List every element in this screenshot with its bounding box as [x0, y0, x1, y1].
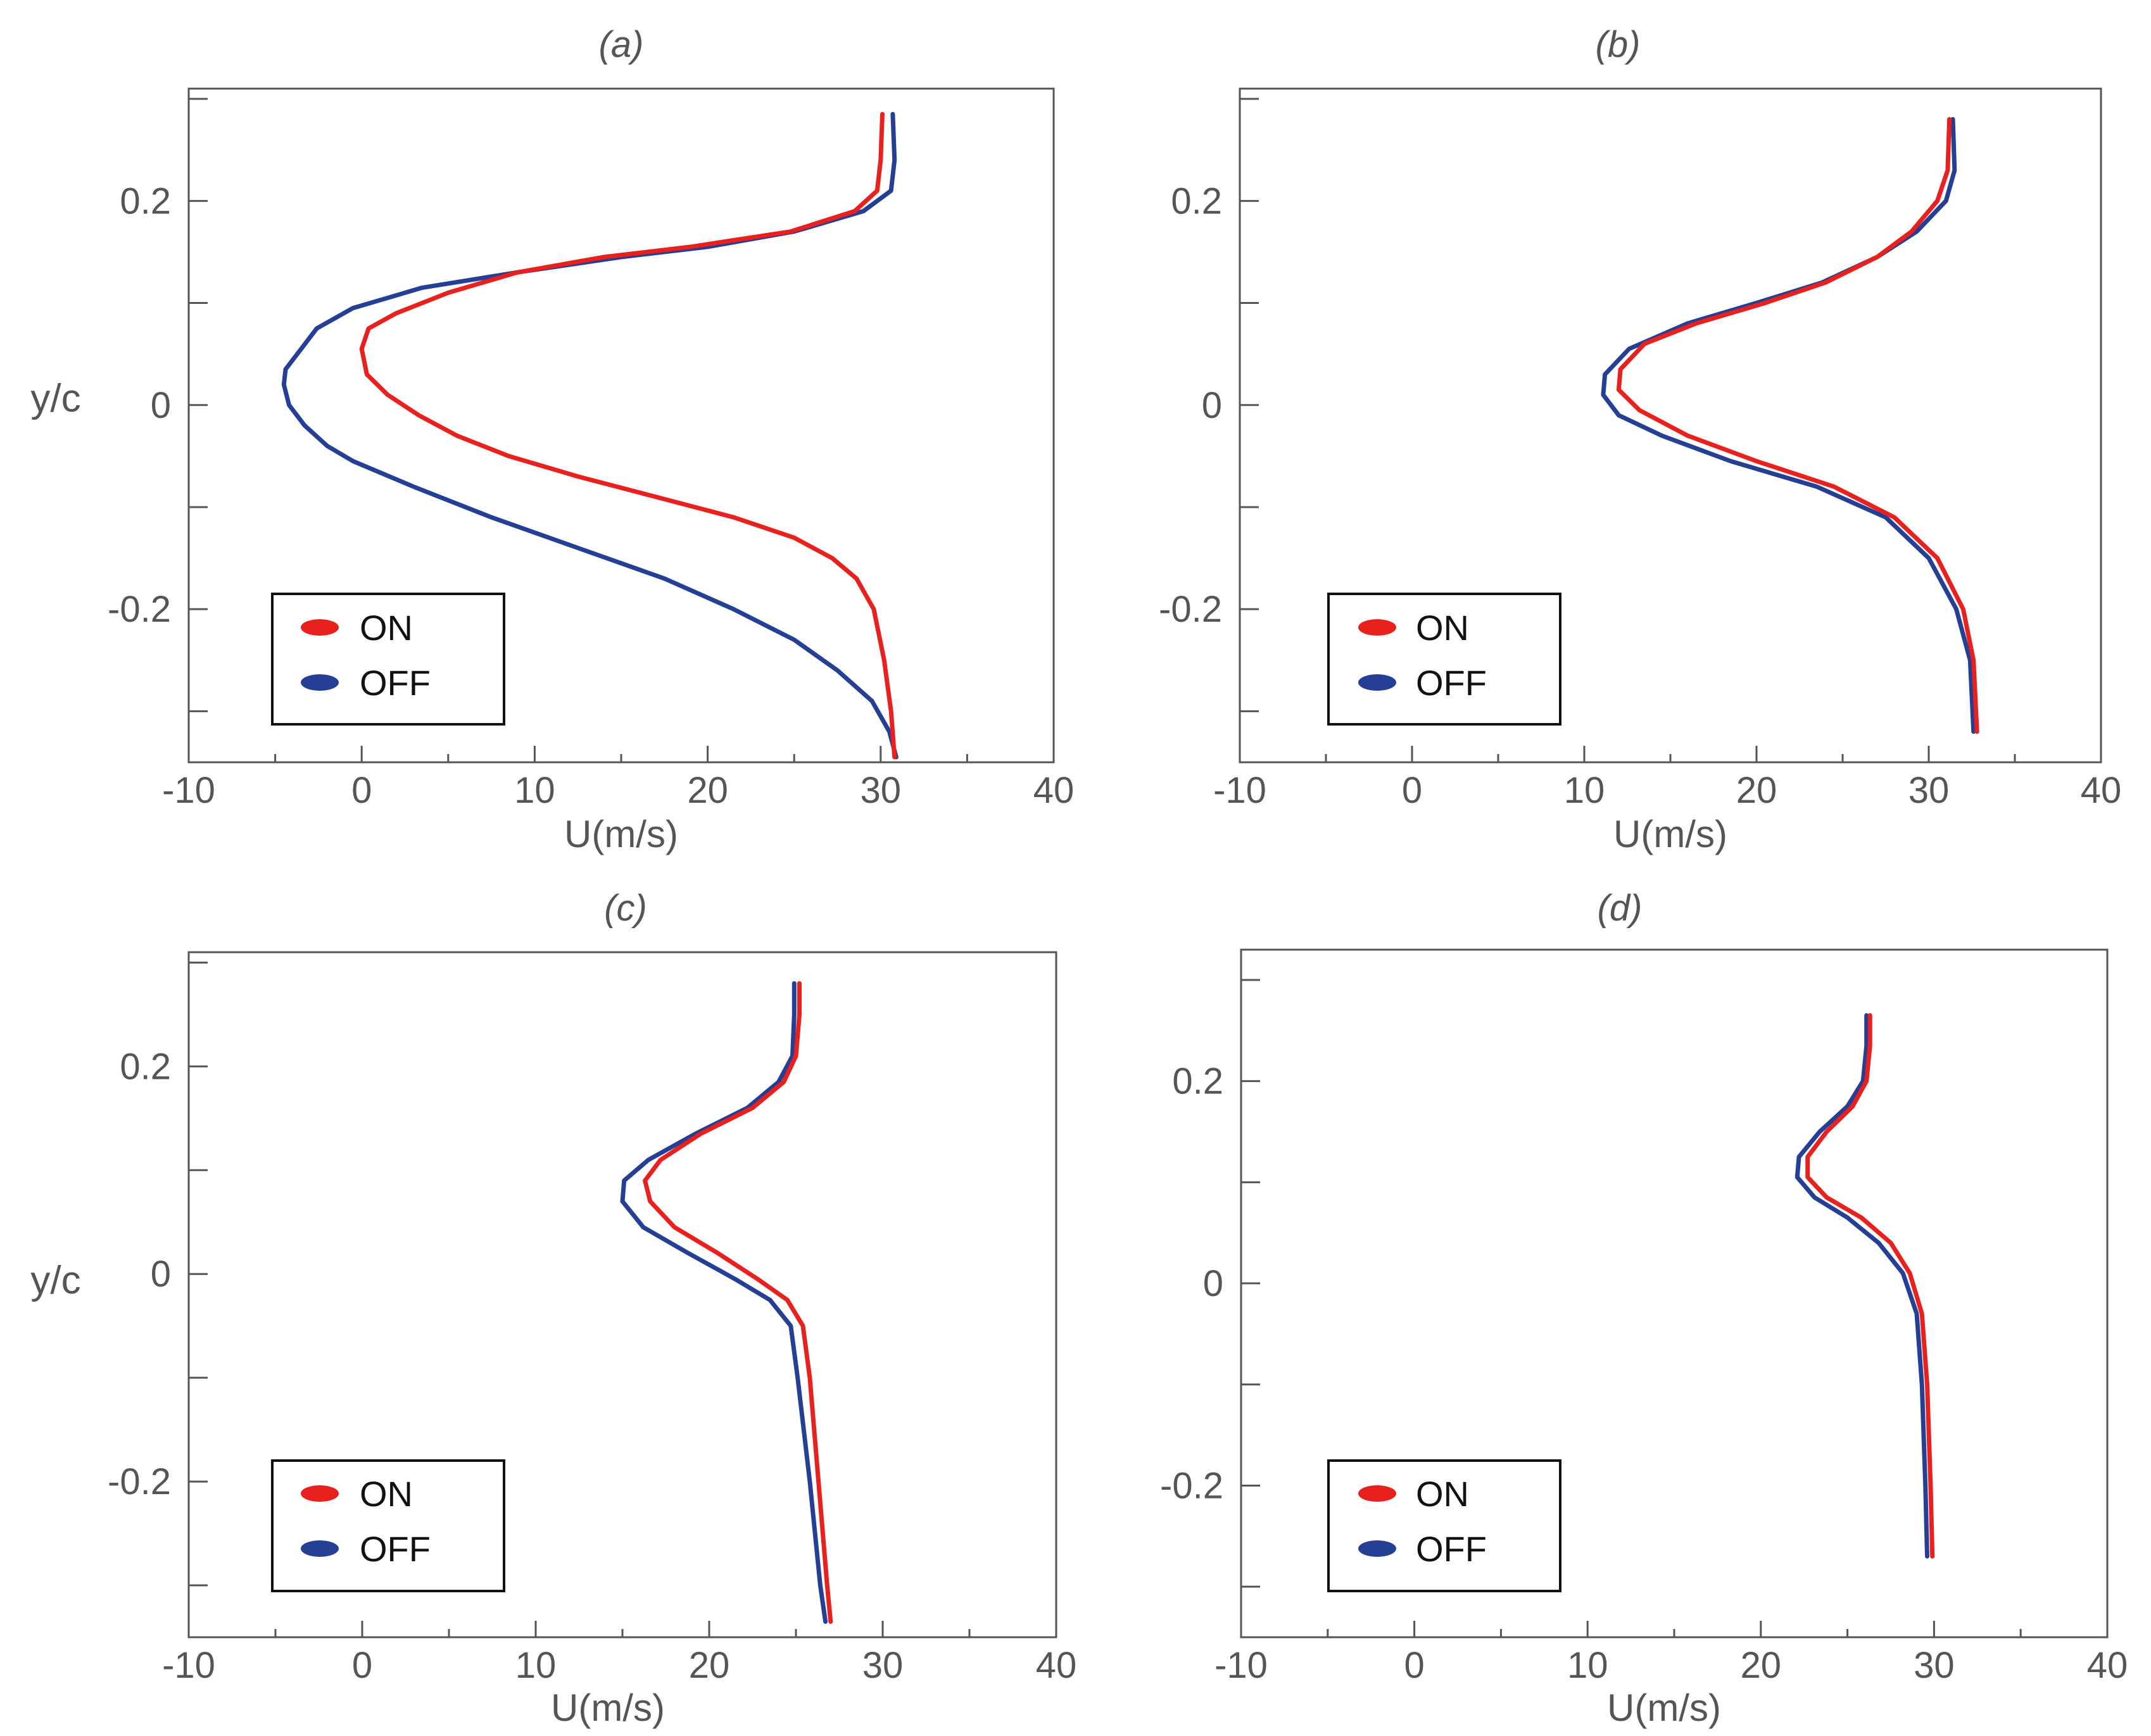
x-tick-label: 30 — [861, 770, 902, 811]
y-tick-label: 0.2 — [120, 1046, 171, 1087]
x-tick-label: 40 — [2087, 1645, 2128, 1686]
x-tick-label: 20 — [1736, 770, 1777, 811]
legend-label-on: ON — [1416, 608, 1469, 648]
series-line-on — [643, 981, 833, 1624]
x-tick-label: 0 — [351, 770, 372, 811]
panel-a: (a) y/c U(m/s) -10 0 10 20 30 40 -0.2 0 0.2 ON O… — [30, 24, 1074, 855]
y-tick-label: -0.2 — [1160, 1465, 1223, 1506]
y-tick-label: 0.2 — [1172, 1061, 1223, 1102]
legend-label-off: OFF — [1416, 1529, 1487, 1569]
plot-lines — [620, 981, 833, 1624]
y-tick-label: -0.2 — [1159, 589, 1222, 630]
plot-lines — [1601, 116, 1979, 734]
x-tick-label: 20 — [687, 770, 728, 811]
x-tick-label: -10 — [162, 770, 215, 811]
legend-label-off: OFF — [360, 663, 431, 703]
series-line-on — [359, 111, 897, 760]
x-tick-label: 10 — [514, 770, 555, 811]
x-tick-label: 30 — [1908, 770, 1950, 811]
series-line-on — [1616, 116, 1979, 734]
legend-box — [1327, 593, 1561, 726]
x-tick-label: 30 — [1914, 1645, 1955, 1686]
legend-box — [271, 1459, 505, 1592]
legend-marker-off — [1358, 1540, 1396, 1557]
y-tick-label: 0.2 — [1171, 180, 1222, 222]
y-tick-label: 0.2 — [120, 180, 171, 222]
x-tick-label: 40 — [1036, 1645, 1077, 1686]
x-tick-label: -10 — [1213, 770, 1266, 811]
x-tick-label: -10 — [1214, 1645, 1268, 1686]
legend: ON OFF — [271, 593, 505, 726]
axis-ticks: -10 0 10 20 30 40 -0.2 0 0.2 — [1160, 979, 2128, 1686]
x-tick-label: 0 — [1404, 1645, 1424, 1686]
legend: ON OFF — [1327, 593, 1561, 726]
legend-box — [271, 593, 505, 726]
panel-title: (a) — [599, 24, 644, 65]
x-tick-label: 20 — [1741, 1645, 1782, 1686]
x-tick-label: 30 — [862, 1645, 904, 1686]
legend-marker-on — [301, 619, 339, 636]
axis-ticks: -10 0 10 20 30 40 -0.2 0 0.2 — [108, 97, 1075, 811]
axis-ticks: -10 0 10 20 30 40 -0.2 0 0.2 — [1159, 97, 2122, 811]
legend: ON OFF — [271, 1459, 505, 1592]
y-tick-label: -0.2 — [108, 1461, 171, 1502]
series-line-off — [620, 981, 828, 1624]
y-tick-label: 0 — [151, 1254, 171, 1295]
axis-ticks: -10 0 10 20 30 40 -0.2 0 0.2 — [108, 961, 1077, 1686]
x-tick-label: 10 — [1567, 1645, 1608, 1686]
legend-marker-on — [301, 1485, 339, 1502]
x-axis-label: U(m/s) — [551, 1687, 665, 1729]
y-tick-label: 0 — [1202, 385, 1222, 426]
legend-box — [1327, 1459, 1561, 1592]
legend-marker-off — [301, 1540, 339, 1557]
x-tick-label: 20 — [689, 1645, 730, 1686]
plot-lines — [1795, 1013, 1935, 1559]
x-axis-label: U(m/s) — [1613, 813, 1727, 855]
legend-marker-on — [1358, 619, 1396, 636]
legend-label-off: OFF — [1416, 663, 1487, 703]
series-line-off — [1795, 1013, 1929, 1559]
legend-marker-off — [1358, 674, 1396, 691]
panel-c: (c) y/c U(m/s) -10 0 10 20 30 40 -0.2 0 0.2 ON O… — [30, 888, 1076, 1729]
legend-marker-on — [1358, 1485, 1396, 1502]
legend-label-on: ON — [360, 1474, 413, 1514]
x-tick-label: -10 — [162, 1645, 215, 1686]
y-tick-label: 0 — [1203, 1263, 1223, 1304]
y-tick-label: -0.2 — [108, 589, 171, 630]
series-line-on — [1805, 1013, 1935, 1559]
x-tick-label: 40 — [2081, 770, 2122, 811]
series-line-off — [1601, 116, 1976, 734]
panel-title: (d) — [1598, 888, 1643, 929]
panel-d: (d) U(m/s) -10 0 10 20 30 40 -0.2 0 0.2 ON OFF — [1160, 888, 2128, 1729]
y-axis-label: y/c — [30, 1259, 80, 1302]
y-axis-label: y/c — [30, 377, 80, 420]
x-tick-label: 40 — [1033, 770, 1075, 811]
x-tick-label: 0 — [1402, 770, 1422, 811]
y-tick-label: 0 — [151, 385, 171, 426]
x-axis-label: U(m/s) — [1607, 1687, 1721, 1729]
x-tick-label: 10 — [1564, 770, 1605, 811]
panel-b: (b) U(m/s) -10 0 10 20 30 40 -0.2 0 0.2 ON OFF — [1159, 24, 2121, 855]
panel-title: (c) — [604, 888, 647, 929]
plot-lines — [281, 111, 899, 760]
legend-label-on: ON — [1416, 1474, 1469, 1514]
legend: ON OFF — [1327, 1459, 1561, 1592]
legend-label-off: OFF — [360, 1529, 431, 1569]
panel-title: (b) — [1596, 24, 1641, 65]
legend-label-on: ON — [360, 608, 413, 648]
x-axis-label: U(m/s) — [564, 813, 678, 855]
x-tick-label: 10 — [515, 1645, 557, 1686]
legend-marker-off — [301, 674, 339, 691]
x-tick-label: 0 — [352, 1645, 372, 1686]
